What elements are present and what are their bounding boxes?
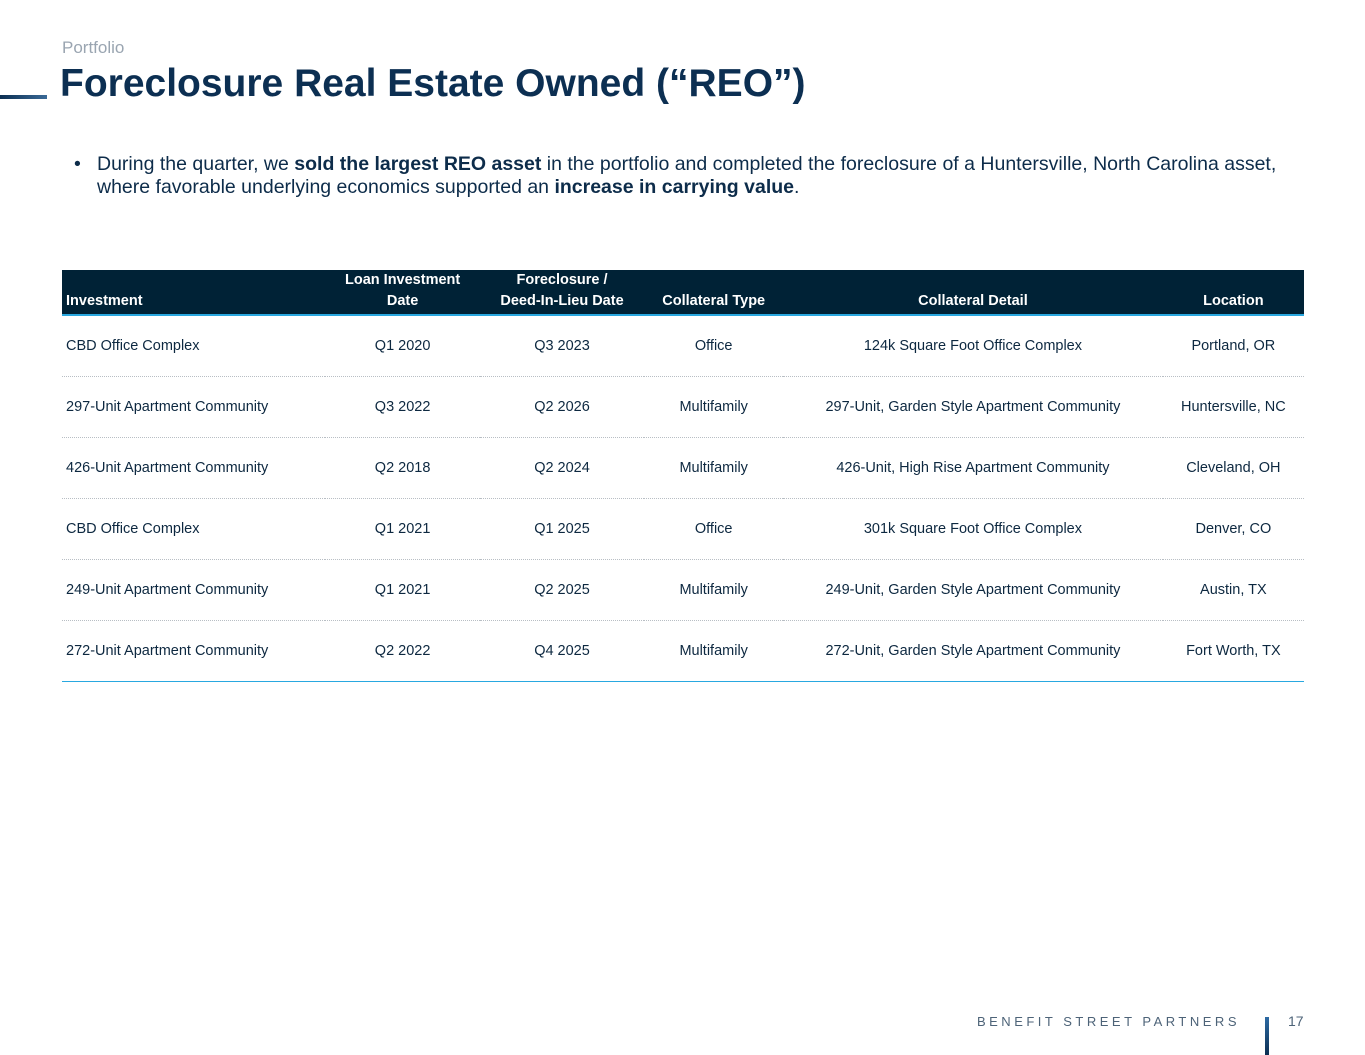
- table-cell: 301k Square Foot Office Complex: [783, 498, 1163, 560]
- table-row: CBD Office Complex Q1 2020 Q3 2023 Office 12…: [62, 315, 1304, 377]
- text: .: [794, 176, 800, 198]
- footer-bar: [1265, 1017, 1269, 1055]
- table-cell: Q2 2025: [479, 559, 645, 621]
- page-number: 17: [1288, 1013, 1304, 1029]
- table-cell: Office: [644, 498, 784, 560]
- table-row: 426-Unit Apartment Community Q2 2018 Q2 20…: [62, 437, 1304, 499]
- table-row: CBD Office Complex Q1 2021 Q1 2025 Office 30…: [62, 498, 1304, 560]
- table-row: 249-Unit Apartment Community Q1 2021 Q2 20…: [62, 559, 1304, 621]
- table-cell: Multifamily: [644, 437, 784, 499]
- table-cell: Q1 2025: [479, 498, 645, 560]
- column-header: Collateral Type: [644, 270, 784, 316]
- table-cell: Q2 2022: [325, 620, 480, 682]
- table-cell: 272-Unit, Garden Style Apartment Communi…: [783, 620, 1163, 682]
- table-cell: Portland, OR: [1162, 315, 1304, 377]
- table-cell: Q3 2022: [325, 376, 480, 438]
- table-cell: Austin, TX: [1162, 559, 1304, 621]
- bold-text: increase in carrying value: [554, 176, 794, 198]
- table-cell: 297-Unit, Garden Style Apartment Communi…: [783, 376, 1163, 438]
- table-cell: 124k Square Foot Office Complex: [783, 315, 1163, 377]
- bold-text: sold the largest REO asset: [294, 153, 542, 175]
- table-row: 272-Unit Apartment Community Q2 2022 Q4 20…: [62, 620, 1304, 682]
- reo-table: Investment Loan Investment Date Foreclosur…: [62, 270, 1304, 682]
- table-cell: 426-Unit, High Rise Apartment Community: [783, 437, 1163, 499]
- table-cell: Q2 2024: [479, 437, 645, 499]
- column-header: Foreclosure / Deed-In-Lieu Date: [479, 270, 645, 316]
- table-cell: CBD Office Complex: [62, 498, 326, 560]
- table-cell: 426-Unit Apartment Community: [62, 437, 326, 499]
- table-cell: Q2 2026: [479, 376, 645, 438]
- table-cell: 272-Unit Apartment Community: [62, 620, 326, 682]
- table-cell: Fort Worth, TX: [1162, 620, 1304, 682]
- table-cell: 249-Unit, Garden Style Apartment Communi…: [783, 559, 1163, 621]
- text: in the portfolio and completed the forec…: [97, 153, 1277, 198]
- column-header: Collateral Detail: [783, 270, 1163, 316]
- table-cell: Q1 2020: [325, 315, 480, 377]
- column-header: Investment: [62, 270, 326, 316]
- brand: BENEFIT STREET PARTNERS: [976, 1014, 1240, 1029]
- table-cell: Q1 2021: [325, 498, 480, 560]
- table-cell: Q1 2021: [325, 559, 480, 621]
- column-header: Location: [1162, 270, 1304, 316]
- table-cell: Multifamily: [644, 620, 784, 682]
- column-header: Loan Investment Date: [325, 270, 480, 316]
- table-cell: Multifamily: [644, 559, 784, 621]
- table-cell: Q3 2023: [479, 315, 645, 377]
- table-cell: Office: [644, 315, 784, 377]
- bullet: • During the quarter, we sold the largest…: [74, 153, 1277, 198]
- table-cell: 249-Unit Apartment Community: [62, 559, 326, 621]
- text: During the quarter, we: [97, 153, 295, 175]
- table-cell: CBD Office Complex: [62, 315, 326, 377]
- accent-line: [0, 95, 47, 99]
- table-cell: Q2 2018: [325, 437, 480, 499]
- table-cell: Multifamily: [644, 376, 784, 438]
- table-cell: Huntersville, NC: [1162, 376, 1304, 438]
- table-row: 297-Unit Apartment Community Q3 2022 Q2 20…: [62, 376, 1304, 438]
- table-cell: Denver, CO: [1162, 498, 1304, 560]
- table-cell: 297-Unit Apartment Community: [62, 376, 326, 438]
- title: Foreclosure Real Estate Owned (“REO”): [60, 62, 806, 105]
- table-cell: Q4 2025: [479, 620, 645, 682]
- section-label: Portfolio: [62, 38, 125, 57]
- table-cell: Cleveland, OH: [1162, 437, 1304, 499]
- header-row: Investment Loan Investment Date Foreclosur…: [62, 270, 1304, 316]
